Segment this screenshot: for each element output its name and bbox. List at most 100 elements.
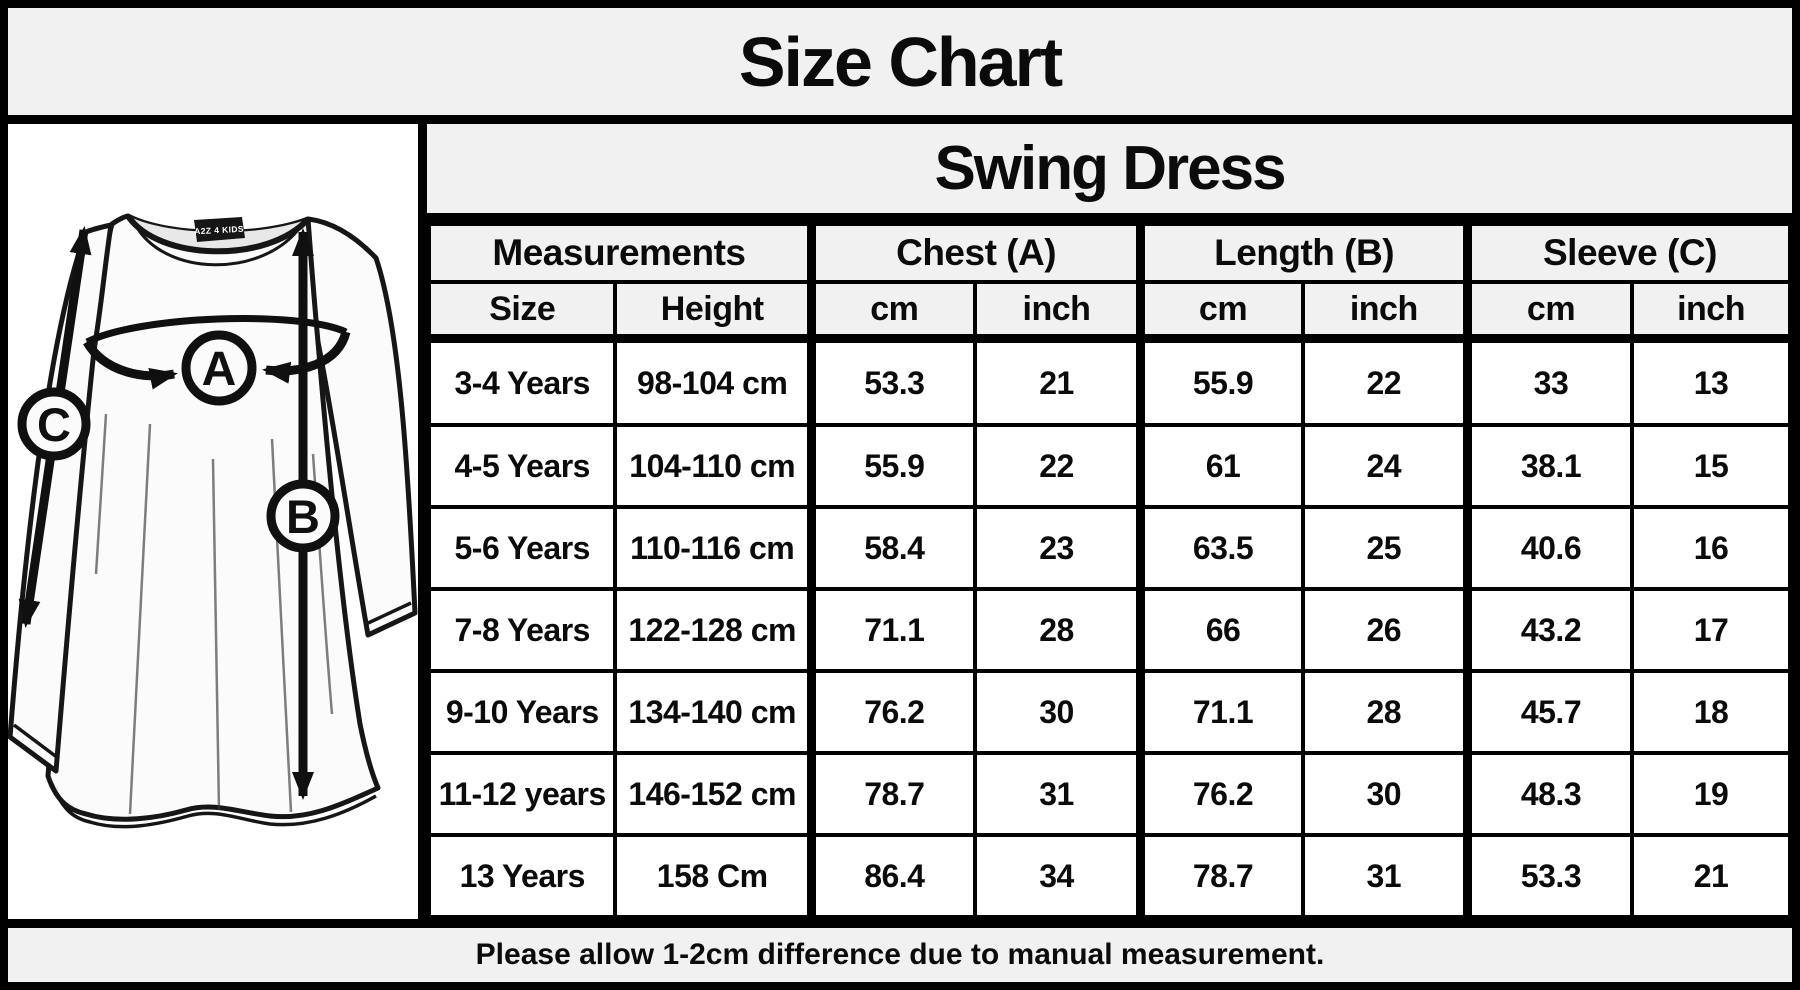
- page-title-text: Size Chart: [738, 22, 1063, 101]
- table-cell: 21: [1630, 833, 1792, 919]
- table-cell: 31: [1300, 833, 1470, 919]
- table-cell: 98-104 cm: [613, 336, 814, 428]
- table-cell: 24: [1300, 423, 1470, 510]
- table-cell: 38.1: [1462, 423, 1635, 510]
- size-table: Measurements Chest (A) Length (B) Sleeve (C…: [426, 222, 1792, 919]
- table-cell: 16: [1630, 505, 1792, 592]
- table-cell: 134-140 cm: [613, 669, 814, 756]
- table-cell: 104-110 cm: [613, 423, 814, 510]
- table-cell: 110-116 cm: [613, 505, 814, 592]
- group-header: Chest (A): [806, 222, 1143, 284]
- sub-header: inch: [1300, 280, 1470, 343]
- chest-measure-arrow: [83, 315, 351, 390]
- measure-point-c-label: C: [37, 398, 71, 451]
- sub-header: cm: [1136, 280, 1305, 343]
- table-row: 11-12 years 146-152 cm 78.7 31 76.2 30 48.3 19: [426, 751, 1792, 838]
- table-row: 7-8 Years 122-128 cm 71.1 28 66 26 43.2 17: [426, 587, 1792, 674]
- page-title: Size Chart: [8, 8, 1792, 124]
- table-cell: 61: [1136, 423, 1305, 510]
- measure-point-b: B: [266, 479, 340, 553]
- table-cell: 53.3: [806, 336, 977, 428]
- measure-point-c: C: [17, 387, 91, 461]
- table-cell: 63.5: [1136, 505, 1305, 592]
- table-cell: 146-152 cm: [613, 751, 814, 838]
- table-cell: 23: [972, 505, 1143, 592]
- table-cell: 76.2: [1136, 751, 1305, 838]
- neck-tag-text: A2Z 4 KIDS: [194, 224, 244, 237]
- table-cell: 33: [1462, 336, 1635, 428]
- sub-header: inch: [972, 280, 1143, 343]
- footer-note: Please allow 1-2cm difference due to man…: [8, 919, 1792, 982]
- group-header: Sleeve (C): [1462, 222, 1792, 284]
- table-cell: 158 Cm: [613, 833, 814, 919]
- table-cell: 86.4: [806, 833, 977, 919]
- table-cell: 7-8 Years: [426, 587, 618, 674]
- product-title: Swing Dress: [427, 124, 1792, 222]
- size-table-body: 3-4 Years 98-104 cm 53.3 21 55.9 22 33 13 4-5 Ye…: [426, 336, 1792, 919]
- sub-header: inch: [1630, 280, 1792, 343]
- sub-header: Size: [426, 280, 618, 343]
- table-cell: 48.3: [1462, 751, 1635, 838]
- group-header: Measurements: [426, 222, 814, 284]
- table-row: 5-6 Years 110-116 cm 58.4 23 63.5 25 40.6 16: [426, 505, 1792, 592]
- table-cell: 43.2: [1462, 587, 1635, 674]
- table-cell: 58.4: [806, 505, 977, 592]
- size-table-panel: Swing Dress Measurements Chest (A) Length …: [426, 124, 1792, 919]
- table-cell: 53.3: [1462, 833, 1635, 919]
- table-cell: 25: [1300, 505, 1470, 592]
- table-cell: 66: [1136, 587, 1305, 674]
- table-cell: 22: [1300, 336, 1470, 428]
- table-cell: 3-4 Years: [426, 336, 618, 428]
- sub-header: cm: [806, 280, 977, 343]
- table-cell: 34: [972, 833, 1143, 919]
- sub-header: cm: [1462, 280, 1635, 343]
- right-cuff-line: [365, 601, 412, 626]
- neck-label-tag: A2Z 4 KIDS: [194, 217, 245, 242]
- footer-note-text: Please allow 1-2cm difference due to man…: [475, 938, 1325, 971]
- table-cell: 26: [1300, 587, 1470, 674]
- size-table-wrap: Measurements Chest (A) Length (B) Sleeve (C…: [426, 222, 1792, 919]
- table-cell: 18: [1630, 669, 1792, 756]
- measure-point-b-label: B: [286, 490, 320, 543]
- table-cell: 28: [972, 587, 1143, 674]
- table-cell: 30: [1300, 751, 1470, 838]
- table-cell: 55.9: [1136, 336, 1305, 428]
- table-cell: 45.7: [1462, 669, 1635, 756]
- dress-diagram-panel: A2Z 4 KIDS A: [8, 124, 427, 919]
- table-row: 3-4 Years 98-104 cm 53.3 21 55.9 22 33 13: [426, 336, 1792, 428]
- table-cell: 28: [1300, 669, 1470, 756]
- table-row: 9-10 Years 134-140 cm 76.2 30 71.1 28 45.7 18: [426, 669, 1792, 756]
- table-cell: 17: [1630, 587, 1792, 674]
- table-cell: 78.7: [806, 751, 977, 838]
- content-area: A2Z 4 KIDS A: [8, 124, 1792, 919]
- table-cell: 55.9: [806, 423, 977, 510]
- table-cell: 71.1: [1136, 669, 1305, 756]
- table-cell: 13 Years: [426, 833, 618, 919]
- table-cell: 30: [972, 669, 1143, 756]
- hem-line: [50, 783, 377, 829]
- product-title-text: Swing Dress: [934, 134, 1286, 203]
- group-header: Length (B): [1136, 222, 1470, 284]
- table-cell: 122-128 cm: [613, 587, 814, 674]
- table-cell: 71.1: [806, 587, 977, 674]
- skirt-fold-lines: [94, 413, 334, 815]
- measure-point-a: A: [181, 330, 257, 406]
- table-cell: 19: [1630, 751, 1792, 838]
- table-cell: 9-10 Years: [426, 669, 618, 756]
- table-cell: 40.6: [1462, 505, 1635, 592]
- table-cell: 5-6 Years: [426, 505, 618, 592]
- sub-header: Height: [613, 280, 814, 343]
- measure-point-a-label: A: [202, 343, 237, 396]
- dress-illustration: A2Z 4 KIDS A: [8, 213, 418, 829]
- table-row: 4-5 Years 104-110 cm 55.9 22 61 24 38.1 15: [426, 423, 1792, 510]
- group-header-row: Measurements Chest (A) Length (B) Sleeve (C…: [426, 222, 1792, 284]
- table-cell: 22: [972, 423, 1143, 510]
- sub-header-row: Size Height cm inch cm inch cm inch: [426, 280, 1792, 343]
- table-cell: 4-5 Years: [426, 423, 618, 510]
- table-cell: 11-12 years: [426, 751, 618, 838]
- table-cell: 76.2: [806, 669, 977, 756]
- left-cuff-line: [12, 723, 60, 760]
- table-cell: 31: [972, 751, 1143, 838]
- collar-outer: [125, 214, 311, 255]
- table-cell: 13: [1630, 336, 1792, 428]
